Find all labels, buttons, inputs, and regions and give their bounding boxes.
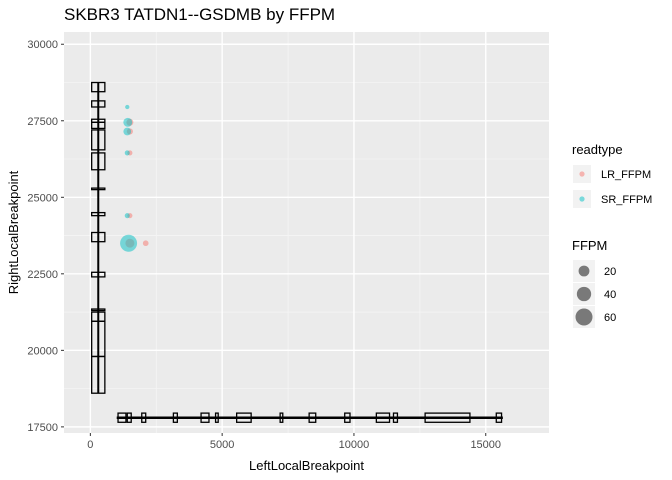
y-tick-label: 20000 xyxy=(27,345,58,357)
readtype-legend: readtype LR_FFPM SR_FFPM xyxy=(572,142,652,208)
horizontal-gene-exon xyxy=(375,412,391,423)
horizontal-gene-exon xyxy=(424,412,471,423)
x-tick-label: 5000 xyxy=(210,439,234,451)
horizontal-gene-exon xyxy=(392,412,399,423)
horizontal-gene-exon xyxy=(344,412,351,423)
horizontal-gene-exon xyxy=(126,412,132,423)
horizontal-gene-exon xyxy=(235,412,252,423)
legend-size-point xyxy=(578,265,590,277)
vertical-gene-exon xyxy=(91,271,106,278)
horizontal-gene-exon xyxy=(200,412,210,423)
legend-key-point xyxy=(579,196,585,202)
vertical-gene-exon xyxy=(91,100,106,108)
y-axis-ticks: 17500 20000 22500 25000 27500 30000 xyxy=(27,39,64,434)
vertical-gene-exon xyxy=(91,355,106,394)
x-axis-ticks: 0 5000 10000 15000 xyxy=(87,433,501,451)
horizontal-gene-exon xyxy=(279,412,284,423)
x-tick-label: 10000 xyxy=(339,439,370,451)
readtype-legend-title: readtype xyxy=(572,142,623,157)
ffpm-legend-title: FFPM xyxy=(572,238,607,253)
vertical-gene-exon xyxy=(91,231,106,243)
y-tick-label: 17500 xyxy=(27,422,58,434)
point-sr-ffpm xyxy=(124,213,130,219)
legend-key-point xyxy=(579,171,585,177)
point-sr-ffpm xyxy=(123,117,133,127)
minor-gridlines xyxy=(64,32,549,433)
horizontal-gene-exon xyxy=(214,412,219,423)
vertical-gene-exon xyxy=(91,129,106,151)
point-sr-ffpm xyxy=(120,234,138,252)
data-points xyxy=(120,104,149,252)
chart-title: SKBR3 TATDN1--GSDMB by FFPM xyxy=(64,5,335,24)
x-tick-label: 15000 xyxy=(470,439,501,451)
horizontal-gene-exon xyxy=(495,412,503,423)
point-sr-ffpm xyxy=(124,150,130,156)
x-axis-title: LeftLocalBreakpoint xyxy=(249,458,364,473)
vertical-gene-exon xyxy=(91,187,106,191)
legend-label: LR_FFPM xyxy=(601,169,651,181)
horizontal-gene-exon xyxy=(172,412,178,423)
point-sr-ffpm xyxy=(123,127,132,136)
ffpm-legend: FFPM 20 40 60 xyxy=(572,238,616,328)
horizontal-gene-exon xyxy=(141,412,147,423)
y-axis-title: RightLocalBreakpoint xyxy=(6,170,21,294)
horizontal-gene-exon xyxy=(117,412,127,423)
y-tick-label: 30000 xyxy=(27,39,58,51)
point-lr-ffpm xyxy=(142,240,149,247)
vertical-gene-exon xyxy=(91,211,106,217)
y-tick-label: 25000 xyxy=(27,192,58,204)
legend-size-point xyxy=(575,308,593,326)
plot-panel xyxy=(64,32,549,433)
vertical-gene-exon xyxy=(91,121,106,130)
gene-structures xyxy=(91,81,503,423)
legend-size-point xyxy=(576,286,592,302)
legend-label: 60 xyxy=(604,312,616,324)
x-tick-label: 0 xyxy=(87,439,93,451)
vertical-gene-exon xyxy=(91,308,106,312)
point-sr-ffpm xyxy=(125,104,130,110)
vertical-gene-exon xyxy=(91,152,106,171)
major-gridlines xyxy=(64,32,549,433)
y-tick-label: 27500 xyxy=(27,116,58,128)
legend-label: 40 xyxy=(604,289,616,301)
legend-label: 20 xyxy=(604,266,616,278)
horizontal-gene-exon xyxy=(308,412,317,423)
legend-label: SR_FFPM xyxy=(601,194,652,206)
vertical-gene-exon xyxy=(91,81,106,93)
y-tick-label: 22500 xyxy=(27,269,58,281)
